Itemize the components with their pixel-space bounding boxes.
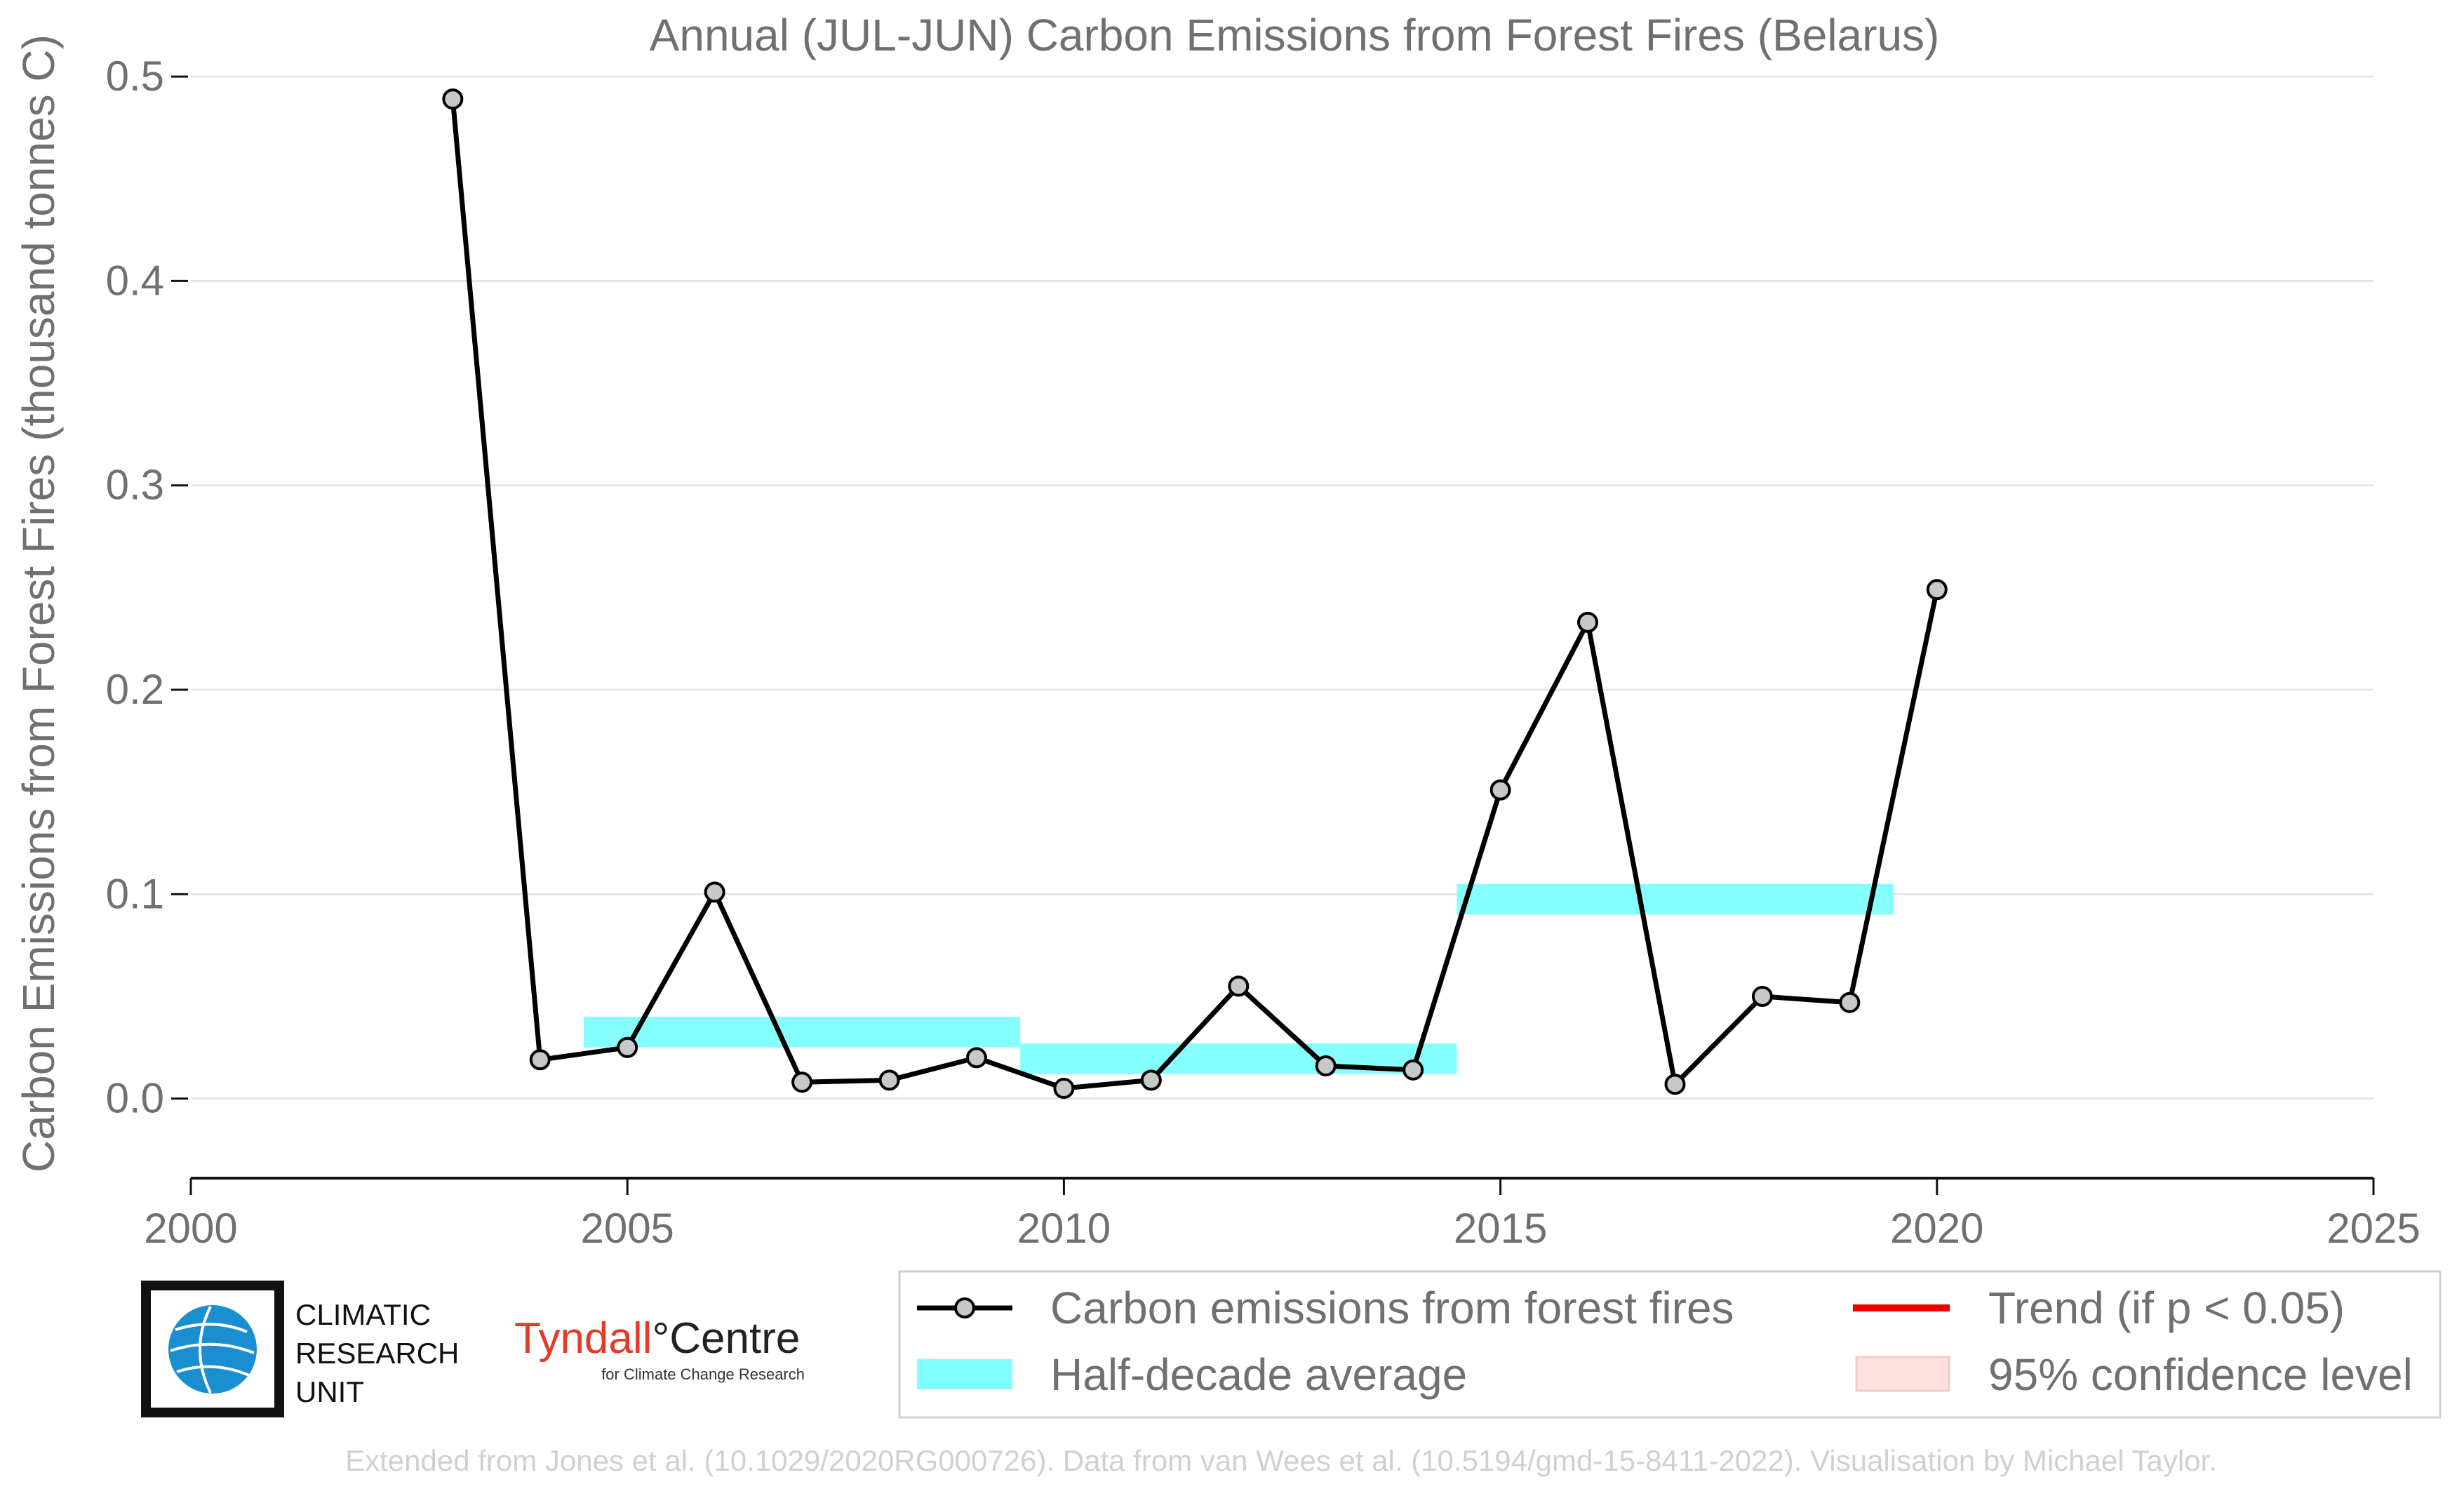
legend-label-half-decade: Half-decade average: [1050, 1349, 1467, 1400]
data-point: [1489, 779, 1511, 801]
data-point: [1664, 1074, 1686, 1095]
y-axis-label: Carbon Emissions from Forest Fires (thou…: [13, 34, 64, 1173]
y-tick-label: 0.2: [106, 666, 164, 713]
cru-logo-line-2: RESEARCH: [295, 1337, 459, 1370]
data-point: [1839, 991, 1861, 1013]
data-point: [1402, 1059, 1424, 1081]
grid-lines: [191, 75, 2373, 1100]
cru-logo-line-3: UNIT: [295, 1375, 364, 1408]
data-point: [1228, 975, 1250, 997]
chart-title: Annual (JUL-JUN) Carbon Emissions from F…: [650, 10, 1940, 60]
data-point: [1926, 579, 1948, 601]
tyndall-logo: Tyndall°Centre for Climate Change Resear…: [514, 1314, 805, 1383]
half-decade-bands: [583, 883, 1894, 1074]
data-point: [617, 1036, 638, 1058]
globe-icon: [168, 1305, 257, 1394]
svg-text:Tyndall°Centre: Tyndall°Centre: [514, 1314, 800, 1363]
legend-swatch-emissions-marker: [954, 1297, 975, 1318]
x-tick-label: 2025: [2326, 1205, 2420, 1252]
y-tick-label: 0.5: [106, 53, 164, 100]
y-tick-label: 0.1: [106, 870, 164, 917]
cru-logo-bracket: [141, 1281, 284, 1417]
data-point: [878, 1069, 900, 1091]
x-tick-label: 2015: [1454, 1205, 1547, 1252]
data-point: [704, 881, 725, 903]
credit-line: Extended from Jones et al. (10.1029/2020…: [345, 1444, 2217, 1477]
tyndall-logo-degree: °: [652, 1314, 669, 1363]
legend-label-confidence: 95% confidence level: [1988, 1349, 2413, 1400]
data-point: [529, 1049, 551, 1071]
half-decade-band: [583, 1017, 1021, 1048]
legend-frame: [898, 1270, 2442, 1419]
half-decade-band: [1457, 883, 1894, 915]
legend-swatch-half-decade: [917, 1359, 1012, 1389]
x-tick-label: 2010: [1017, 1205, 1111, 1252]
legend: Carbon emissions from forest fires Trend…: [898, 1270, 2442, 1419]
legend-label-emissions: Carbon emissions from forest fires: [1050, 1283, 1734, 1333]
y-tick-label: 0.4: [106, 257, 164, 304]
data-point: [1140, 1069, 1162, 1091]
tyndall-logo-name-a: Tyndall: [514, 1314, 652, 1363]
x-tick-label: 2000: [144, 1205, 237, 1252]
legend-label-trend: Trend (if p < 0.05): [1988, 1283, 2345, 1333]
x-tick-label: 2005: [580, 1205, 674, 1252]
data-point: [1751, 985, 1773, 1007]
tyndall-logo-name-b: Centre: [669, 1314, 800, 1363]
cru-logo-line-1: CLIMATIC: [295, 1298, 431, 1331]
series-line: [450, 98, 1940, 1091]
data-point: [1577, 611, 1599, 633]
series-group: [442, 88, 1948, 1100]
data-point: [1053, 1078, 1075, 1100]
tyndall-logo-subtitle: for Climate Change Research: [601, 1365, 805, 1383]
cru-logo: CLIMATIC RESEARCH UNIT: [141, 1281, 459, 1417]
data-point: [1315, 1055, 1337, 1077]
legend-swatch-confidence: [1855, 1356, 1950, 1392]
data-point: [791, 1071, 813, 1093]
y-tick-label: 0.0: [106, 1075, 164, 1122]
x-tick-label: 2020: [1890, 1205, 1983, 1252]
y-tick-label: 0.3: [106, 462, 164, 509]
data-point: [442, 88, 464, 110]
data-point: [965, 1047, 987, 1069]
axes: 0.0 0.1 0.2 0.3 0.4 0.5 2000 2005 2010 2015 2020 20…: [106, 53, 2421, 1252]
